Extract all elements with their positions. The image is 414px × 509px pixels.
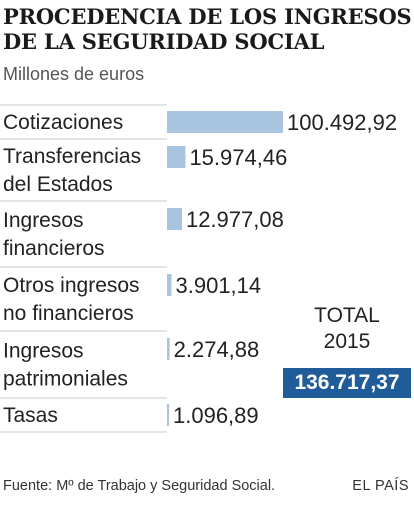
bar	[167, 111, 283, 133]
bar	[167, 208, 182, 230]
category-label: Ingresos	[3, 209, 84, 232]
bar	[167, 338, 170, 360]
category-label: Ingresos	[3, 340, 84, 363]
value-label: 2.274,88	[174, 337, 260, 362]
value-label: 15.974,46	[189, 145, 287, 170]
category-label: financieros	[3, 237, 105, 260]
value-label: 1.096,89	[173, 403, 259, 428]
bar	[167, 274, 172, 296]
category-label: Otros ingresos	[3, 274, 140, 297]
publisher-credit: EL PAÍS	[352, 478, 409, 494]
value-label: 3.901,14	[176, 273, 262, 298]
category-label: del Estados	[3, 173, 113, 196]
source-note: Fuente: Mº de Trabajo y Seguridad Social…	[3, 478, 276, 494]
value-label: 100.492,92	[287, 110, 397, 135]
category-label: Cotizaciones	[3, 111, 123, 134]
total-label: TOTAL 2015	[292, 303, 402, 355]
bar	[167, 146, 186, 168]
category-label: Transferencias	[3, 145, 141, 168]
title-line-2: DE LA SEGURIDAD SOCIAL	[3, 29, 325, 54]
category-label: patrimoniales	[3, 368, 128, 391]
bar	[167, 404, 169, 426]
title-line-1: PROCEDENCIA DE LOS INGRESOS	[3, 4, 412, 29]
total-value-badge: 136.717,37	[283, 368, 411, 398]
value-label: 12.977,08	[186, 207, 284, 232]
chart-title: PROCEDENCIA DE LOS INGRESOS DE LA SEGURI…	[3, 4, 412, 54]
chart-unit-label: Millones de euros	[3, 64, 145, 84]
category-label: no financieros	[3, 302, 134, 325]
total-label-line-2: 2015	[323, 330, 371, 353]
total-label-line-1: TOTAL	[314, 304, 380, 327]
category-label: Tasas	[3, 404, 58, 427]
